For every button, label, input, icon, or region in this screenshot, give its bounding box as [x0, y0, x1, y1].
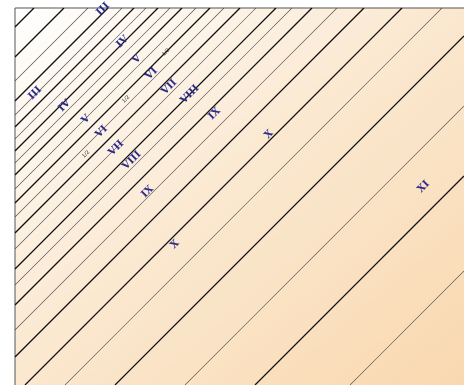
small-mark-3: 1/2	[81, 149, 91, 159]
diagonal-line-22	[114, 35, 464, 385]
diagonal-line-13	[14, 7, 241, 234]
diagonal-line-7	[14, 7, 159, 152]
small-mark-2: 1/2	[121, 94, 131, 104]
diagonal-line-1	[14, 7, 65, 58]
diagonal-line-9	[14, 7, 183, 176]
diagonal-line-3	[14, 7, 109, 102]
diagonal-line-19	[14, 7, 365, 358]
diagonal-line-4	[14, 7, 123, 116]
diagonal-line-21	[64, 7, 443, 385]
diagonal-line-23	[184, 105, 464, 385]
diagonal-line-14	[14, 7, 257, 250]
diagonal-line-8	[14, 7, 171, 164]
diagonal-line-11	[14, 7, 211, 204]
diagonal-lines	[14, 7, 464, 385]
diagonal-line-20	[24, 7, 403, 385]
plot-background	[15, 8, 464, 385]
small-mark-1: 1/2	[161, 47, 171, 57]
diagonal-line-2	[14, 7, 89, 82]
diagonal-line-12	[14, 7, 225, 218]
diagonal-line-16	[14, 7, 293, 286]
diagonal-line-18	[14, 7, 338, 331]
diagonal-line-5	[14, 7, 135, 128]
diagonal-line-0	[14, 7, 35, 28]
diagonal-line-6	[14, 7, 147, 140]
diagonal-line-15	[14, 7, 277, 270]
diagonal-line-10	[14, 7, 197, 190]
diagonal-line-17	[14, 7, 313, 306]
diagonal-line-25	[349, 270, 464, 385]
diagonal-line-24	[254, 175, 464, 385]
